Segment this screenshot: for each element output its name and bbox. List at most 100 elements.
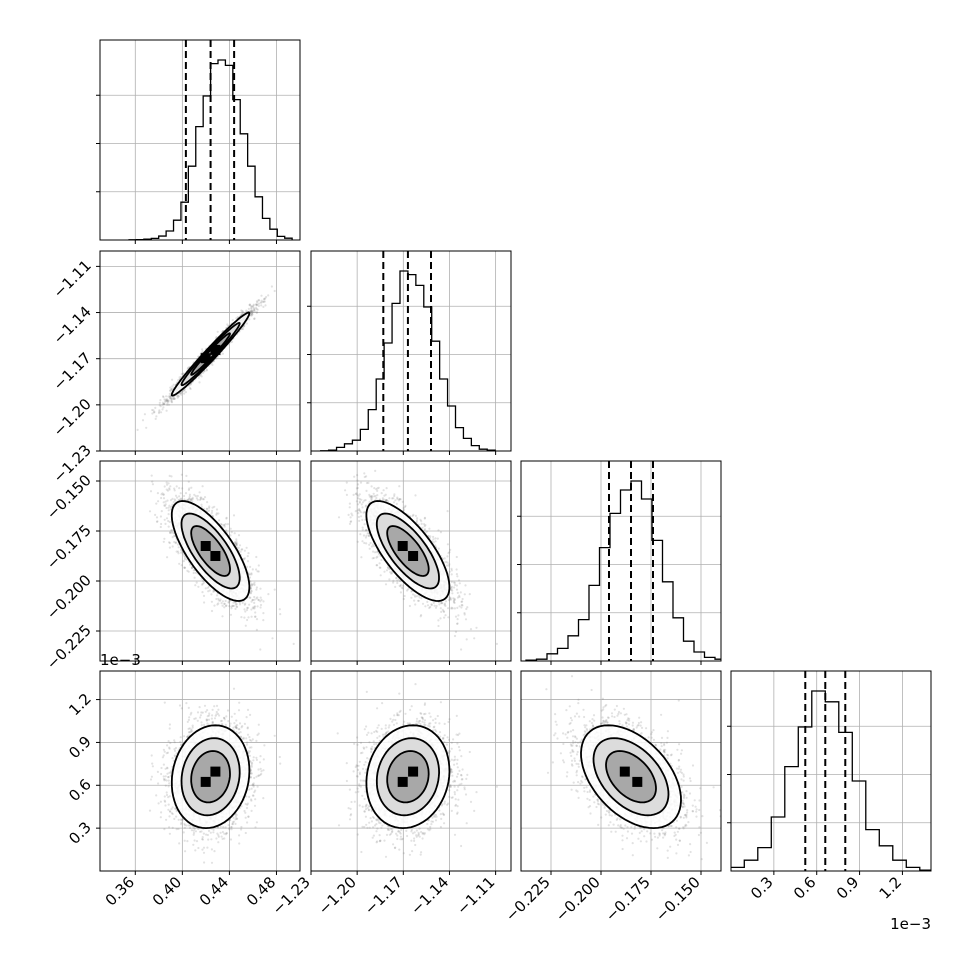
scatter-point [240,313,243,316]
scatter-point [255,304,258,307]
scatter-point [279,613,282,616]
scatter-point [165,398,169,401]
scatter-point [254,303,258,306]
scatter-point [239,550,242,553]
scatter-point [197,585,200,588]
scatter-point [155,502,158,505]
scatter-point [231,340,234,343]
scatter-point [170,475,173,478]
scatter-point [238,603,242,606]
scatter-point [223,525,226,528]
scatter-point [240,616,243,619]
scatter-point [215,508,219,511]
scatter-point [159,399,162,402]
scatter-point [255,555,258,559]
scatter-point [213,505,216,508]
scatter-point [163,504,166,507]
scatter-point [253,615,257,618]
scatter-point [172,383,175,386]
scatter-point [221,352,224,355]
scatter-point [217,597,220,600]
scatter-point [168,392,171,395]
scatter-point [160,493,163,496]
scatter-point [249,596,252,600]
scatter-point [168,487,171,490]
scatter-point [235,541,238,545]
scatter-point [236,542,239,545]
scatter-point [171,497,174,500]
scatter-point [248,603,251,606]
scatter-point [259,587,262,590]
scatter-point [235,538,238,541]
scatter-point [190,498,193,501]
scatter-point [187,497,191,500]
scatter-point [180,498,183,501]
scatter-point [170,399,173,402]
scatter-point [160,522,163,526]
scatter-point [168,546,171,549]
scatter-point [254,605,257,608]
scatter-point [170,388,173,391]
scatter-point [259,648,262,651]
scatter-point [253,598,256,601]
scatter-point [171,385,174,388]
scatter-point [259,606,262,609]
scatter-point [191,497,194,501]
scatter-point [223,606,226,609]
scatter-point [250,310,253,313]
scatter-point [154,513,157,517]
scatter-point [202,371,205,374]
scatter-point [176,394,179,397]
scatter-point [240,309,243,312]
scatter-point [156,520,159,523]
scatter-point [169,395,172,398]
scatter-point [245,322,248,325]
scatter-point [250,309,254,312]
scatter-point [250,573,253,576]
scatter-point [165,399,168,402]
scatter-point [166,402,169,405]
density-peak-bin [200,353,211,364]
scatter-point [164,398,167,401]
scatter-point [251,305,254,308]
scatter-point [176,396,179,399]
scatter-point [204,587,207,590]
scatter-point [162,395,165,398]
scatter-point [189,383,192,386]
scatter-point [165,409,168,412]
scatter-point [203,601,206,604]
scatter-point [211,363,214,366]
scatter-point [217,602,220,605]
scatter-point [235,603,238,606]
scatter-point [251,311,254,314]
scatter-point [200,375,203,378]
scatter-point [257,299,260,302]
scatter-point [255,568,258,571]
scatter-point [185,474,188,477]
scatter-point [167,506,170,509]
scatter-point [211,506,214,509]
scatter-point [253,605,256,608]
scatter-point [178,562,181,565]
scatter-point [161,403,164,406]
scatter-point [155,516,159,519]
scatter-point [245,546,248,549]
scatter-point [262,612,265,615]
scatter-point [143,413,146,416]
scatter-point [160,510,163,513]
scatter-point [256,605,259,608]
scatter-point [253,309,256,312]
scatter-point [158,409,161,412]
scatter-point [215,512,218,515]
scatter-point [162,493,165,496]
scatter-point [192,569,195,572]
scatter-point [183,558,186,561]
scatter-point [171,378,174,381]
scatter-point [225,529,228,532]
scatter-point [200,577,203,580]
scatter-point [242,557,245,560]
scatter-point [250,572,253,575]
scatter-point [201,348,204,351]
scatter-point [242,558,245,561]
scatter-point [173,397,176,400]
